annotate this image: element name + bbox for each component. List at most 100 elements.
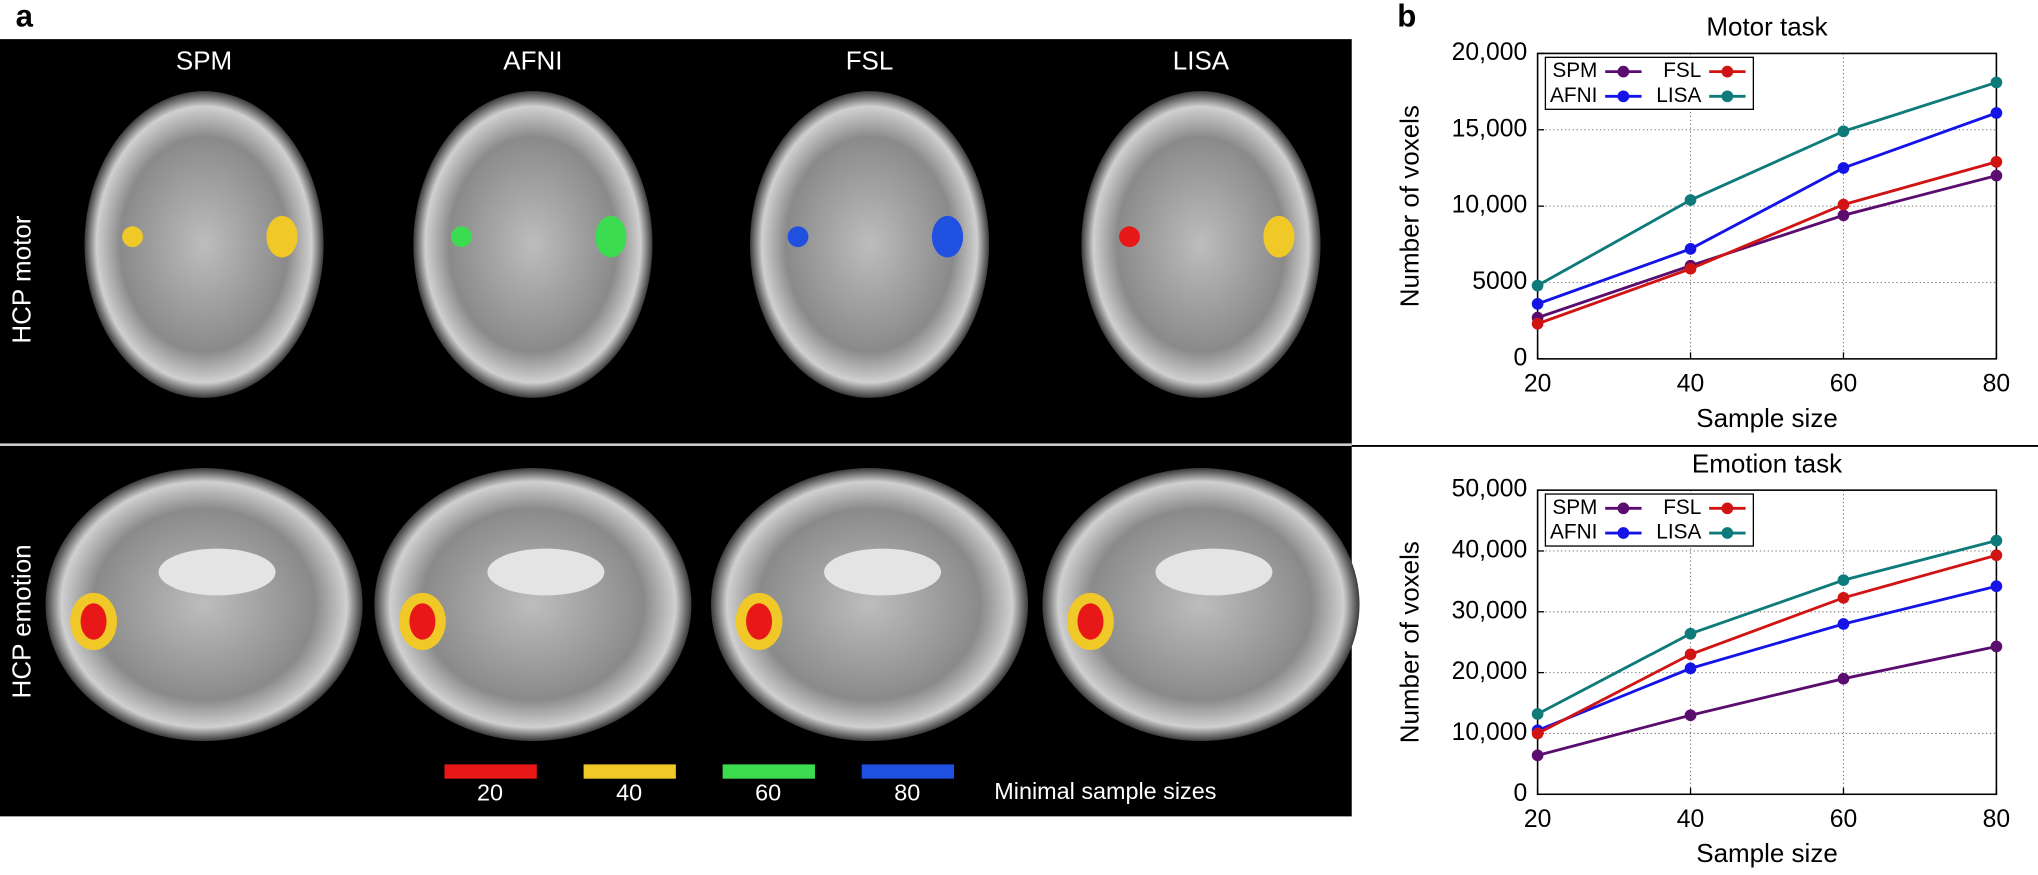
scale-swatch bbox=[444, 764, 537, 779]
y-tick-label: 0 bbox=[1513, 344, 1527, 371]
y-tick-label: 15,000 bbox=[1452, 115, 1528, 142]
blob bbox=[451, 226, 472, 248]
column-label: FSL bbox=[846, 45, 894, 75]
point bbox=[1837, 198, 1850, 211]
panel-label: b bbox=[1397, 0, 1416, 34]
y-tick-label: 50,000 bbox=[1452, 476, 1528, 503]
plot-frame bbox=[1536, 52, 1998, 360]
legend-marker bbox=[1721, 90, 1734, 103]
point bbox=[1531, 727, 1544, 740]
point bbox=[1990, 107, 2003, 119]
row-label: HCP motor bbox=[6, 215, 36, 343]
brain-sagittal bbox=[1042, 468, 1360, 741]
point bbox=[1531, 708, 1544, 720]
point bbox=[1531, 298, 1544, 310]
point bbox=[1684, 243, 1697, 255]
legend-marker bbox=[1721, 502, 1734, 515]
blob bbox=[1263, 215, 1295, 258]
point bbox=[1990, 156, 2003, 168]
legend-label: FSL bbox=[1663, 59, 1701, 82]
point bbox=[1990, 76, 2003, 89]
legend-label: SPM bbox=[1552, 496, 1597, 519]
series-line bbox=[1536, 553, 1997, 735]
scale-swatch bbox=[583, 764, 676, 779]
point bbox=[1684, 262, 1697, 275]
legend-box bbox=[1544, 56, 1755, 110]
point bbox=[1684, 709, 1697, 722]
column-label: AFNI bbox=[503, 45, 562, 75]
point bbox=[1531, 279, 1544, 292]
brain-sagittal bbox=[374, 468, 692, 741]
corpus bbox=[158, 548, 276, 596]
corpus bbox=[487, 548, 605, 596]
point bbox=[1684, 627, 1697, 640]
y-tick-label: 40,000 bbox=[1452, 536, 1528, 563]
x-tick-label: 40 bbox=[1677, 370, 1704, 397]
blob bbox=[931, 215, 964, 258]
legend-marker bbox=[1617, 65, 1630, 78]
brain-axial bbox=[1081, 91, 1321, 398]
column-label: SPM bbox=[176, 45, 232, 75]
legend-label: AFNI bbox=[1550, 84, 1597, 107]
legend-marker bbox=[1617, 527, 1630, 539]
blob bbox=[80, 603, 107, 640]
legend-label: FSL bbox=[1663, 496, 1701, 519]
blob bbox=[595, 215, 627, 258]
scale-swatch bbox=[722, 764, 815, 779]
x-axis-label: Sample size bbox=[1696, 838, 1838, 868]
blob bbox=[1077, 603, 1104, 640]
x-tick-label: 20 bbox=[1524, 370, 1551, 397]
y-tick-label: 5000 bbox=[1472, 268, 1527, 295]
y-axis-label: Number of voxels bbox=[1394, 105, 1424, 307]
brain-sagittal bbox=[710, 468, 1029, 741]
legend-marker bbox=[1721, 65, 1734, 78]
x-axis-label: Sample size bbox=[1696, 403, 1838, 433]
scale-swatch bbox=[861, 764, 955, 779]
x-tick-label: 40 bbox=[1677, 806, 1704, 833]
corpus bbox=[824, 548, 942, 596]
series-line bbox=[1537, 111, 1997, 306]
point bbox=[1990, 580, 2003, 593]
point bbox=[1837, 162, 1850, 174]
panel-label: a bbox=[16, 0, 34, 34]
legend-label: LISA bbox=[1656, 84, 1701, 107]
point bbox=[1990, 640, 2003, 653]
point bbox=[1837, 125, 1850, 138]
series-line bbox=[1537, 645, 1997, 757]
chart-title: Emotion task bbox=[1692, 448, 1843, 478]
point bbox=[1684, 648, 1697, 661]
y-axis-label: Number of voxels bbox=[1394, 541, 1424, 743]
series-line bbox=[1537, 160, 1997, 326]
point bbox=[1837, 672, 1850, 685]
brain-axial bbox=[84, 91, 324, 398]
series-line bbox=[1536, 539, 1997, 716]
point bbox=[1990, 169, 2003, 182]
y-tick-label: 30,000 bbox=[1452, 597, 1528, 624]
point bbox=[1990, 549, 2003, 562]
scale-label: 60 bbox=[755, 779, 781, 805]
point bbox=[1990, 534, 2003, 547]
point bbox=[1837, 574, 1850, 587]
legend-label: SPM bbox=[1552, 59, 1597, 82]
blob bbox=[266, 215, 298, 258]
blob bbox=[746, 603, 773, 640]
blob bbox=[409, 603, 436, 640]
legend-label: LISA bbox=[1656, 521, 1701, 544]
scale-label: 20 bbox=[477, 779, 503, 805]
y-tick-label: 10,000 bbox=[1452, 192, 1528, 219]
brain-axial bbox=[413, 91, 653, 398]
brain-sagittal bbox=[45, 468, 363, 741]
point bbox=[1684, 194, 1697, 206]
scale-label: 80 bbox=[894, 779, 920, 805]
point bbox=[1837, 209, 1850, 222]
brain-axial bbox=[749, 91, 990, 398]
series-line bbox=[1537, 174, 1997, 319]
blob bbox=[1119, 226, 1140, 248]
series-line bbox=[1536, 81, 1997, 287]
row-label: HCP emotion bbox=[6, 544, 36, 698]
legend-marker bbox=[1617, 502, 1630, 515]
y-tick-label: 20,000 bbox=[1452, 658, 1528, 685]
point bbox=[1684, 662, 1697, 675]
